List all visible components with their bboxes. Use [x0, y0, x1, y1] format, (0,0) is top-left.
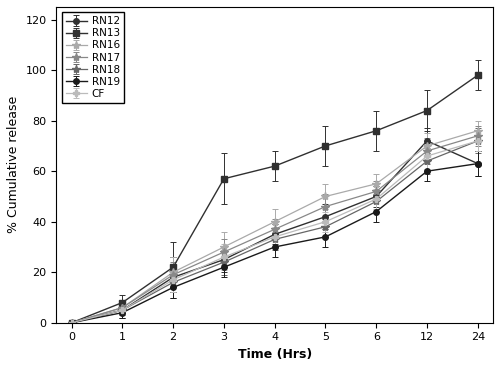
Y-axis label: % Cumulative release: % Cumulative release [7, 96, 20, 233]
X-axis label: Time (Hrs): Time (Hrs) [238, 348, 312, 361]
Legend: RN12, RN13, RN16, RN17, RN18, RN19, CF: RN12, RN13, RN16, RN17, RN18, RN19, CF [62, 12, 124, 103]
